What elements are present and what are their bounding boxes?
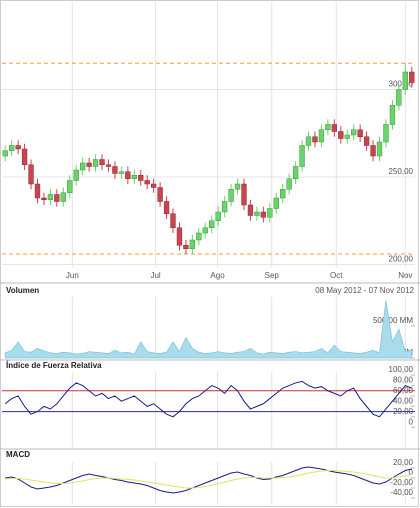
- y-tick-label: 250,00: [389, 167, 414, 176]
- x-tick-label: Jul: [150, 271, 160, 280]
- candle-body: [370, 145, 376, 157]
- y-tick-label: 300,00: [389, 80, 414, 89]
- candle-body: [318, 129, 325, 143]
- candle-body: [331, 124, 338, 132]
- candle-body: [163, 201, 170, 214]
- candle-body: [299, 145, 305, 167]
- series-line: [5, 470, 412, 489]
- candle-body: [144, 180, 150, 185]
- candle-body: [21, 148, 28, 165]
- candle-body: [176, 227, 183, 246]
- candle-body: [221, 201, 228, 213]
- candle-body: [267, 208, 273, 218]
- candle-body: [254, 211, 260, 216]
- candle-body: [67, 180, 73, 193]
- candle-body: [363, 136, 370, 146]
- candle-body: [138, 175, 144, 181]
- y-tick-label: 200,00: [389, 255, 414, 264]
- candle-body: [92, 159, 99, 167]
- series-line: [4, 380, 412, 418]
- panel-title: Índice de Fuerza Relativa: [6, 361, 102, 370]
- candle-body: [157, 187, 163, 202]
- candle-body: [305, 136, 312, 146]
- candle-body: [273, 197, 279, 209]
- candle-body: [183, 245, 189, 249]
- y-tick-label: -20,00: [390, 478, 413, 487]
- candle-body: [357, 129, 363, 137]
- candle-body: [351, 129, 357, 136]
- candle-body: [34, 183, 41, 199]
- candle-body: [389, 105, 396, 125]
- candle-body: [9, 145, 15, 151]
- candle-body: [189, 239, 196, 249]
- y-tick-label: 100,00: [389, 365, 414, 374]
- candle-body: [54, 194, 60, 202]
- x-tick-label: Jun: [66, 271, 79, 280]
- candle-body: [131, 175, 137, 179]
- candle-body: [41, 197, 47, 200]
- candle-body: [150, 183, 157, 188]
- candle-body: [409, 71, 415, 83]
- candle-body: [292, 166, 299, 179]
- candle-body: [338, 131, 344, 139]
- y-tick-label: 500,00 MM: [373, 316, 413, 325]
- candle-body: [383, 124, 389, 143]
- candle-body: [105, 164, 112, 167]
- candle-body: [325, 124, 331, 130]
- x-tick-label: Ago: [210, 271, 225, 280]
- candle-body: [402, 71, 408, 90]
- candle-body: [15, 145, 21, 150]
- candle-body: [60, 192, 66, 202]
- candle-body: [376, 141, 383, 157]
- candle-body: [112, 166, 118, 174]
- candle-body: [79, 162, 86, 171]
- volume-area: [4, 300, 413, 359]
- candle-body: [344, 134, 350, 139]
- candle-body: [241, 183, 247, 206]
- y-tick-label: 0: [409, 468, 414, 477]
- candle-body: [28, 164, 34, 185]
- candle-body: [202, 227, 208, 234]
- y-tick-label: 40,00: [393, 396, 414, 405]
- candle-body: [260, 211, 267, 218]
- y-tick-label: -40,00: [390, 488, 413, 497]
- y-tick-label: 20,00: [393, 458, 414, 467]
- candle-body: [73, 169, 79, 181]
- x-tick-label: Nov: [398, 271, 412, 280]
- candle-body: [228, 189, 234, 202]
- candle-body: [125, 171, 131, 179]
- candle-body: [118, 171, 125, 174]
- y-tick-label: 80,00: [393, 376, 414, 385]
- candle-body: [86, 162, 92, 167]
- date-range: 08 May 2012 - 07 Nov 2012: [315, 286, 414, 295]
- candle-body: [286, 178, 292, 190]
- panel-title: MACD: [6, 450, 30, 459]
- candle-body: [2, 150, 8, 157]
- candle-body: [280, 189, 286, 199]
- candle-body: [99, 159, 105, 165]
- y-tick-label: 0: [409, 417, 414, 426]
- panel-title: Volumen: [6, 286, 39, 295]
- series-line: [5, 466, 412, 494]
- candle-body: [396, 89, 402, 106]
- candle-body: [196, 232, 202, 241]
- x-tick-label: Sep: [265, 271, 280, 280]
- candle-body: [170, 213, 176, 228]
- candle-body: [234, 183, 241, 190]
- candle-body: [247, 204, 254, 216]
- candle-body: [312, 136, 318, 143]
- candle-body: [47, 194, 54, 200]
- candle-body: [209, 220, 215, 228]
- candle-body: [215, 211, 221, 221]
- x-tick-label: Oct: [330, 271, 343, 280]
